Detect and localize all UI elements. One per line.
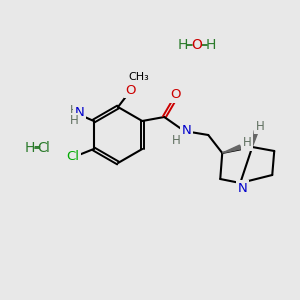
Text: H: H xyxy=(69,115,78,128)
Text: O: O xyxy=(126,83,136,97)
Text: N: N xyxy=(182,124,191,137)
Polygon shape xyxy=(222,145,241,153)
Polygon shape xyxy=(252,130,258,147)
Text: H: H xyxy=(243,136,252,149)
Text: H: H xyxy=(256,119,265,133)
Text: H: H xyxy=(172,134,181,146)
Text: H: H xyxy=(69,103,78,116)
Text: O: O xyxy=(192,38,203,52)
Text: H: H xyxy=(206,38,216,52)
Text: O: O xyxy=(170,88,181,101)
Text: H: H xyxy=(178,38,188,52)
Text: N: N xyxy=(75,106,85,118)
Text: –: – xyxy=(34,141,40,155)
Text: Cl: Cl xyxy=(66,151,79,164)
Text: C: C xyxy=(37,141,47,155)
Text: CH₃: CH₃ xyxy=(129,72,149,82)
Text: H: H xyxy=(25,141,35,155)
Text: l: l xyxy=(46,141,50,155)
Text: N: N xyxy=(237,182,247,194)
